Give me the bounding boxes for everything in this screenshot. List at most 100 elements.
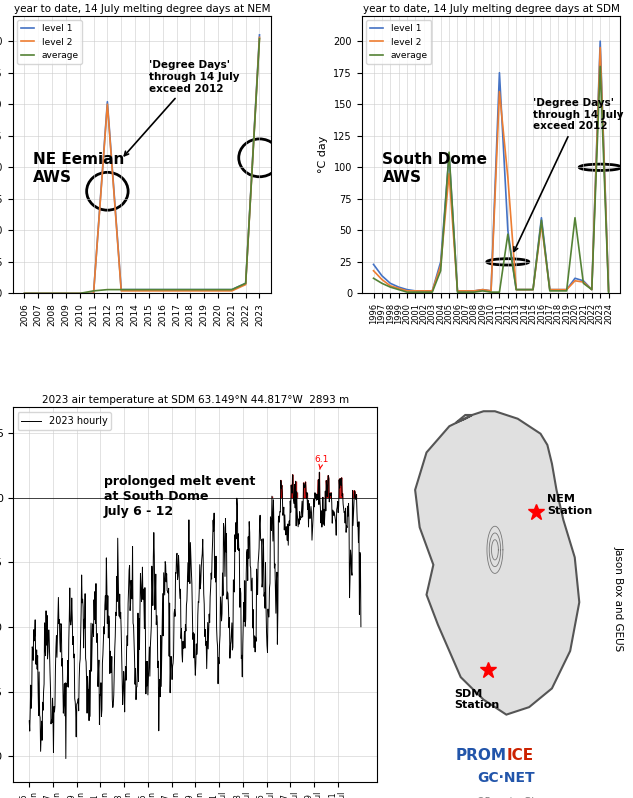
level 2 xyxy=(529,285,537,294)
average xyxy=(159,285,166,294)
level 1 xyxy=(90,289,97,298)
level 1 xyxy=(596,37,604,46)
level 2 xyxy=(131,286,139,296)
level 2 xyxy=(479,285,486,294)
level 1 xyxy=(513,285,520,294)
average xyxy=(48,289,56,298)
level 2 xyxy=(395,283,403,293)
level 1 xyxy=(563,285,570,294)
average xyxy=(117,285,125,294)
Title: year to date, 14 July melting degree days at NEM: year to date, 14 July melting degree day… xyxy=(14,4,270,14)
level 1 xyxy=(487,286,495,296)
level 2 xyxy=(378,275,385,284)
Text: Jason Box and GEUS: Jason Box and GEUS xyxy=(613,546,624,651)
average xyxy=(242,279,249,288)
level 2 xyxy=(445,169,453,179)
average xyxy=(173,285,180,294)
level 1 xyxy=(62,289,70,298)
average xyxy=(487,287,495,297)
average xyxy=(420,287,428,297)
level 2 xyxy=(242,280,249,290)
level 2 xyxy=(546,285,554,294)
level 1 xyxy=(420,286,428,296)
average xyxy=(256,34,263,43)
level 2 xyxy=(487,286,495,296)
2023 hourly xyxy=(35,711,42,721)
Line: level 2: level 2 xyxy=(373,48,608,291)
level 2 xyxy=(504,172,511,182)
level 2 xyxy=(76,289,84,298)
average xyxy=(445,148,453,157)
level 1 xyxy=(411,286,419,296)
level 1 xyxy=(429,286,436,296)
average xyxy=(104,285,111,294)
level 2 xyxy=(470,286,478,296)
Line: average: average xyxy=(25,38,260,294)
average xyxy=(580,279,587,288)
Text: GC·NET: GC·NET xyxy=(477,771,535,785)
average xyxy=(228,285,235,294)
average xyxy=(555,286,562,296)
level 2 xyxy=(403,286,411,296)
level 1 xyxy=(445,150,453,160)
Text: @PromiceGL: @PromiceGL xyxy=(475,796,537,798)
level 1 xyxy=(201,285,208,294)
level 2 xyxy=(48,289,56,298)
level 1 xyxy=(504,226,511,235)
average xyxy=(411,287,419,297)
Text: ICE: ICE xyxy=(506,748,534,763)
2023 hourly xyxy=(115,572,122,582)
level 1 xyxy=(131,285,139,294)
2023 hourly xyxy=(316,468,323,477)
level 1 xyxy=(187,285,194,294)
level 1 xyxy=(48,289,56,298)
level 1 xyxy=(496,68,503,77)
level 2 xyxy=(411,286,419,296)
level 1 xyxy=(378,271,385,281)
level 1 xyxy=(454,286,461,296)
average xyxy=(395,285,403,294)
level 1 xyxy=(387,279,394,288)
Text: NE Eemian
AWS: NE Eemian AWS xyxy=(34,152,125,185)
level 2 xyxy=(580,277,587,286)
Line: level 1: level 1 xyxy=(373,41,608,291)
level 1 xyxy=(588,285,596,294)
level 1 xyxy=(605,286,612,296)
2023 hourly xyxy=(62,754,70,764)
level 2 xyxy=(62,289,70,298)
Text: 'Degree Days'
through 14 July
exceed 2012: 'Degree Days' through 14 July exceed 201… xyxy=(514,98,624,251)
level 1 xyxy=(437,257,444,267)
level 2 xyxy=(90,289,97,298)
average xyxy=(537,215,545,225)
level 1 xyxy=(76,289,84,298)
level 2 xyxy=(201,286,208,296)
average xyxy=(521,285,529,294)
Line: level 1: level 1 xyxy=(25,35,260,294)
level 1 xyxy=(546,285,554,294)
level 1 xyxy=(21,289,28,298)
level 2 xyxy=(605,286,612,296)
Y-axis label: °C day: °C day xyxy=(318,136,328,173)
level 2 xyxy=(34,289,42,298)
Text: South Dome
AWS: South Dome AWS xyxy=(382,152,487,185)
Legend: level 1, level 2, average: level 1, level 2, average xyxy=(17,21,82,64)
average xyxy=(378,279,385,288)
average xyxy=(90,286,97,296)
level 1 xyxy=(537,213,545,223)
average xyxy=(387,282,394,292)
level 1 xyxy=(34,289,42,298)
2023 hourly xyxy=(357,622,365,631)
level 2 xyxy=(454,286,461,296)
level 1 xyxy=(214,285,222,294)
average xyxy=(34,289,42,298)
level 2 xyxy=(173,286,180,296)
average xyxy=(479,286,486,296)
average xyxy=(145,285,153,294)
average xyxy=(571,213,579,223)
Text: 'Degree Days'
through 14 July
exceed 2012: 'Degree Days' through 14 July exceed 201… xyxy=(124,61,239,156)
level 1 xyxy=(555,285,562,294)
level 2 xyxy=(159,286,166,296)
Line: level 2: level 2 xyxy=(25,38,260,294)
level 1 xyxy=(256,30,263,40)
average xyxy=(470,287,478,297)
